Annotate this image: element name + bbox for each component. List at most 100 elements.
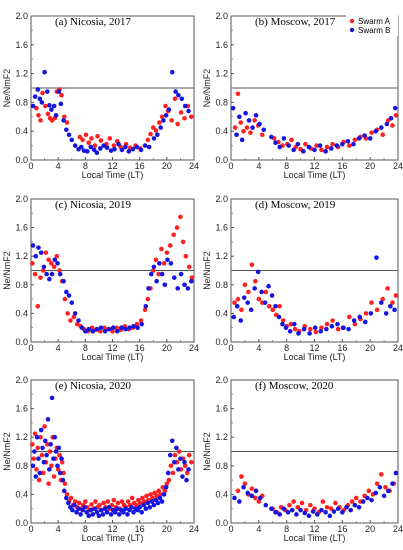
data-point (97, 328, 103, 334)
data-point (112, 146, 117, 152)
data-point (53, 449, 59, 454)
data-point (34, 434, 40, 440)
data-point (48, 442, 53, 447)
data-point (319, 507, 324, 513)
data-point (273, 140, 278, 146)
y-tick-label: 1.2 (215, 69, 228, 79)
data-point (393, 113, 399, 118)
data-point (129, 504, 134, 510)
data-point (49, 261, 54, 266)
data-point (280, 321, 285, 327)
data-point (76, 500, 82, 506)
data-point (38, 275, 43, 280)
data-point (126, 149, 132, 154)
data-point (351, 141, 356, 147)
data-point (147, 504, 153, 510)
data-point (138, 500, 143, 506)
data-point (186, 452, 192, 458)
series-1 (30, 243, 194, 334)
data-point (328, 146, 334, 151)
data-point (306, 144, 312, 150)
x-tick-label: 20 (162, 524, 172, 534)
data-point (232, 300, 237, 305)
data-point (167, 243, 173, 248)
data-point (188, 459, 194, 465)
data-point (35, 303, 41, 309)
x-tick-label: 12 (107, 524, 117, 534)
data-point (241, 128, 246, 134)
data-point (340, 325, 346, 331)
data-point (83, 499, 88, 504)
panel-title: (d) Moscow, 2019 (255, 199, 336, 211)
data-point (367, 136, 373, 141)
data-point (260, 132, 265, 138)
x-tick-label: 0 (28, 524, 33, 534)
data-point (330, 318, 335, 323)
panel-0: 0 4 8 12 16 20 24 0.0 0.4 0.8 1.2 1.6 2.0 (a) Nicosia… (2, 11, 199, 180)
y-tick-label: 0.0 (15, 337, 28, 347)
data-point (146, 286, 151, 291)
data-point (281, 506, 287, 512)
data-point (313, 329, 319, 335)
data-point (129, 495, 135, 501)
y-axis-label: Ne/NmF2 (2, 251, 12, 290)
data-point (298, 507, 303, 513)
data-point (324, 504, 330, 510)
data-point (139, 321, 145, 327)
data-point (53, 113, 59, 118)
data-point (56, 89, 62, 94)
data-point (281, 136, 287, 141)
data-point (89, 136, 94, 141)
data-point (102, 506, 108, 512)
data-point (37, 470, 43, 476)
data-point (295, 504, 301, 510)
y-tick-label: 2.0 (15, 194, 28, 204)
data-point (320, 499, 326, 504)
data-point (77, 134, 83, 140)
data-point (308, 502, 313, 508)
data-point (32, 431, 38, 436)
data-point (263, 289, 269, 295)
data-point (131, 323, 136, 329)
data-point (104, 145, 110, 151)
data-point (390, 300, 395, 305)
data-point (123, 144, 128, 150)
data-point (186, 264, 192, 270)
data-point (308, 326, 313, 332)
x-tick-label: 20 (365, 524, 375, 534)
y-tick-label: 1.2 (215, 432, 228, 442)
data-point (188, 278, 194, 284)
data-point (374, 481, 380, 486)
data-point (98, 507, 104, 513)
data-point (112, 509, 118, 515)
data-point (242, 282, 248, 288)
data-point (175, 121, 180, 127)
data-point (248, 307, 254, 313)
data-point (125, 512, 130, 517)
data-point (357, 314, 363, 320)
data-point (45, 417, 51, 422)
data-point (115, 500, 121, 506)
data-point (277, 144, 283, 150)
data-point (377, 484, 383, 490)
x-tick-label: 0 (28, 161, 33, 171)
data-point (335, 326, 341, 332)
data-point (36, 113, 41, 118)
data-point (329, 323, 335, 329)
x-tick-label: 4 (56, 524, 61, 534)
data-point (164, 481, 170, 486)
data-point (92, 143, 98, 148)
data-point (285, 509, 291, 515)
data-point (312, 147, 317, 153)
data-point (156, 488, 161, 494)
y-tick-label: 0.0 (215, 155, 228, 165)
data-point (104, 509, 110, 515)
data-point (86, 326, 92, 332)
data-point (235, 296, 241, 302)
data-point (249, 486, 255, 491)
data-point (172, 275, 177, 280)
x-tick-label: 8 (83, 524, 88, 534)
panel-2: 0 4 8 12 16 20 24 0.0 0.4 0.8 1.2 1.6 2.0 (c) Nicosia… (2, 194, 199, 362)
data-point (243, 110, 248, 116)
x-axis-label: Local Time (LT) (284, 533, 346, 543)
